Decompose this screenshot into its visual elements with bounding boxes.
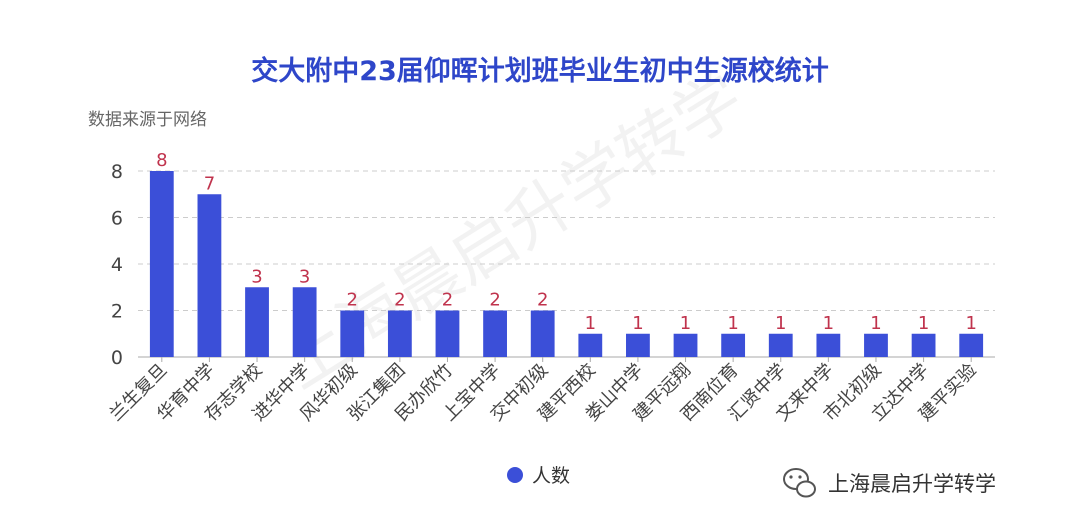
chart-subtitle: 数据来源于网络 — [88, 110, 207, 130]
y-tick-label: 2 — [111, 301, 123, 323]
bar — [435, 310, 460, 357]
bar — [340, 310, 365, 357]
bar — [959, 333, 984, 357]
footer-watermark-text: 上海晨启升学转学 — [828, 472, 996, 496]
data-label: 2 — [537, 290, 548, 311]
y-axis: 0 2 4 6 8 — [111, 161, 995, 369]
bars — [149, 171, 984, 357]
data-labels: 8 7 3 3 2 2 2 2 2 1 1 1 1 1 1 1 1 1 — [156, 150, 977, 334]
bar — [578, 333, 603, 357]
bar — [245, 287, 269, 357]
data-label: 1 — [870, 313, 881, 334]
footer-watermark: 上海晨启升学转学 — [783, 468, 996, 498]
y-tick-label: 0 — [111, 347, 123, 369]
x-axis: 兰生复旦华育中学存志学校进华中学风华初级张江集团民办欣竹上宝中学交中初级建平西校… — [106, 357, 981, 425]
data-label: 2 — [489, 290, 500, 311]
bar — [864, 333, 888, 357]
data-label: 1 — [727, 313, 738, 334]
data-label: 1 — [965, 313, 976, 334]
data-label: 2 — [347, 290, 358, 311]
data-label: 7 — [204, 173, 215, 194]
chart-gridlines — [138, 170, 995, 311]
data-label: 1 — [918, 313, 929, 334]
legend-marker — [507, 467, 523, 483]
bar — [292, 287, 317, 357]
data-label: 1 — [775, 313, 786, 334]
data-label: 3 — [299, 266, 310, 287]
chart-title: 交大附中23届仰晖计划班毕业生初中生源校统计 — [251, 55, 829, 87]
wechat-icon — [783, 468, 816, 498]
bar — [816, 333, 841, 357]
bar — [721, 333, 746, 357]
data-label: 2 — [442, 290, 453, 311]
data-label: 3 — [251, 266, 262, 287]
bar — [626, 333, 650, 357]
data-label: 2 — [394, 290, 405, 311]
bar — [149, 171, 174, 357]
bar — [197, 194, 222, 357]
data-label: 1 — [632, 313, 643, 334]
bar — [768, 333, 793, 357]
bar — [911, 333, 936, 357]
bar — [483, 310, 507, 357]
y-tick-label: 4 — [111, 254, 123, 276]
bar — [387, 310, 412, 357]
y-tick-label: 8 — [111, 161, 123, 183]
legend-label: 人数 — [532, 465, 570, 487]
bar — [673, 333, 698, 357]
data-label: 8 — [156, 150, 167, 171]
bar — [530, 310, 555, 357]
data-label: 1 — [823, 313, 834, 334]
y-tick-label: 6 — [111, 208, 123, 230]
data-label: 1 — [585, 313, 596, 334]
legend: 人数 — [507, 465, 570, 487]
data-label: 1 — [680, 313, 691, 334]
